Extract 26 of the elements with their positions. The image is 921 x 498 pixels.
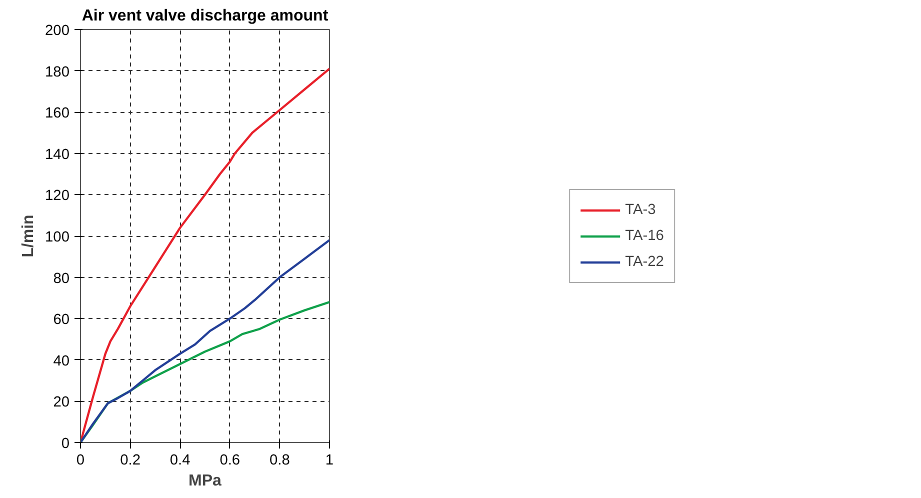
x-tick-label: 0.4 [170,452,190,468]
x-tick-label: 0.8 [270,452,290,468]
y-tick-label: 0 [61,436,70,452]
chart-title: Air vent valve discharge amount [82,8,329,24]
x-tick-label: 0.2 [120,452,140,468]
y-tick-label: 200 [45,23,70,39]
legend-label: TA-22 [625,254,664,270]
legend-label: TA-16 [625,228,664,244]
y-tick-label: 60 [53,312,70,328]
legend-label: TA-3 [625,202,656,218]
x-tick-label: 0.6 [220,452,240,468]
y-tick-label: 100 [45,230,70,246]
line-series [80,68,330,442]
y-tick-label: 180 [45,64,70,80]
y-tick-label: 40 [53,353,70,370]
line-series [80,300,330,442]
line-series [80,239,330,442]
y-tick-label: 160 [45,106,70,122]
y-tick-label: 140 [45,146,70,163]
y-tick-label: 120 [45,188,70,204]
x-tick-label: 1 [325,452,334,468]
y-tick-label: 80 [53,270,70,287]
y-axis-title: L/min [20,214,38,258]
x-axis-title: MPa [188,472,222,490]
x-tick-label: 0 [76,452,85,468]
y-tick-label: 20 [53,394,70,411]
